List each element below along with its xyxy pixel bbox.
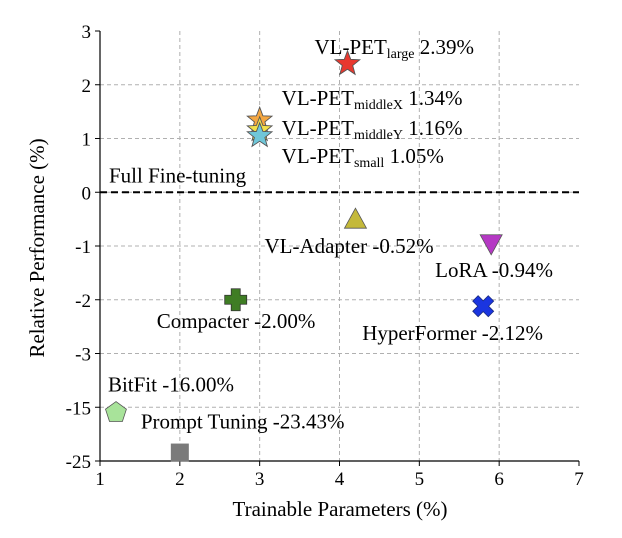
vl-pet-small-label: VL-PETsmall 1.05% — [282, 144, 444, 171]
label-main: VL-PET — [282, 86, 354, 110]
y-axis-label: Relative Performance (%) — [25, 138, 49, 357]
y-tick-label: 0 — [82, 183, 92, 204]
label-subscript: large — [387, 47, 415, 62]
vl-adapter-marker — [343, 207, 368, 229]
y-tick-label: 2 — [82, 76, 92, 97]
label-main: Compacter -2.00% — [157, 309, 316, 333]
label-main: VL-Adapter -0.52% — [264, 234, 433, 258]
vl-pet-middlex-label: VL-PETmiddleX 1.34% — [282, 86, 463, 113]
vl-pet-large-marker — [333, 49, 361, 76]
label-main: VL-PET — [282, 116, 354, 140]
lora-marker — [479, 234, 503, 256]
y-tick-label: 3 — [82, 22, 92, 43]
vl-pet-small-marker — [246, 121, 274, 148]
markers — [105, 49, 503, 462]
label-value: 1.05% — [384, 144, 444, 168]
y-tick-label: 1 — [82, 130, 92, 151]
label-main: HyperFormer -2.12% — [362, 321, 543, 345]
y-tick-label: -15 — [66, 398, 91, 419]
annotations: VL-PETlarge 2.39%VL-PETmiddleX 1.34%VL-P… — [108, 35, 553, 434]
axes: 1 2 3 4 5 6 7 -25 -15 -3 -2 -1 0 1 2 3 — [66, 22, 584, 490]
hyperformer-label: HyperFormer -2.12% — [362, 321, 543, 345]
x-tick-label: 7 — [574, 469, 584, 490]
reference-line: Full Fine-tuning — [100, 163, 579, 194]
y-tick-label: -1 — [75, 237, 91, 258]
label-value: 1.34% — [403, 86, 463, 110]
x-tick-label: 1 — [95, 469, 105, 490]
x-tick-label: 5 — [415, 469, 425, 490]
y-tick-label: -2 — [75, 291, 91, 312]
x-axis-label: Trainable Parameters (%) — [233, 497, 448, 521]
compacter-marker — [224, 288, 248, 312]
vl-pet-middley-label: VL-PETmiddleY 1.16% — [282, 116, 463, 143]
vl-adapter-label: VL-Adapter -0.52% — [264, 234, 433, 258]
bitfit-marker — [105, 401, 127, 422]
label-main: VL-PET — [314, 35, 386, 59]
label-value: 1.16% — [403, 116, 463, 140]
bitfit-label: BitFit -16.00% — [108, 373, 234, 397]
prompt-tuning-label: Prompt Tuning -23.43% — [141, 410, 345, 434]
compacter-label: Compacter -2.00% — [157, 309, 316, 333]
x-tick-label: 6 — [494, 469, 504, 490]
grid — [100, 31, 579, 461]
x-tick-label: 2 — [175, 469, 185, 490]
label-main: BitFit -16.00% — [108, 373, 234, 397]
label-subscript: middleY — [354, 128, 403, 143]
x-tick-label: 3 — [255, 469, 265, 490]
label-value: 2.39% — [415, 35, 475, 59]
label-main: VL-PET — [282, 144, 354, 168]
full-finetuning-label: Full Fine-tuning — [109, 163, 247, 187]
lora-label: LoRA -0.94% — [435, 258, 553, 282]
x-tick-label: 4 — [335, 469, 345, 490]
label-subscript: small — [354, 156, 384, 171]
vl-pet-large-label: VL-PETlarge 2.39% — [314, 35, 474, 62]
hyperformer-marker — [472, 295, 495, 318]
y-tick-label: -25 — [66, 452, 91, 473]
x-marker-shape — [472, 295, 495, 318]
prompt-tuning-marker — [170, 443, 189, 462]
label-main: Prompt Tuning -23.43% — [141, 410, 345, 434]
y-tick-label: -3 — [75, 345, 91, 366]
label-main: LoRA -0.94% — [435, 258, 553, 282]
label-subscript: middleX — [354, 98, 403, 113]
